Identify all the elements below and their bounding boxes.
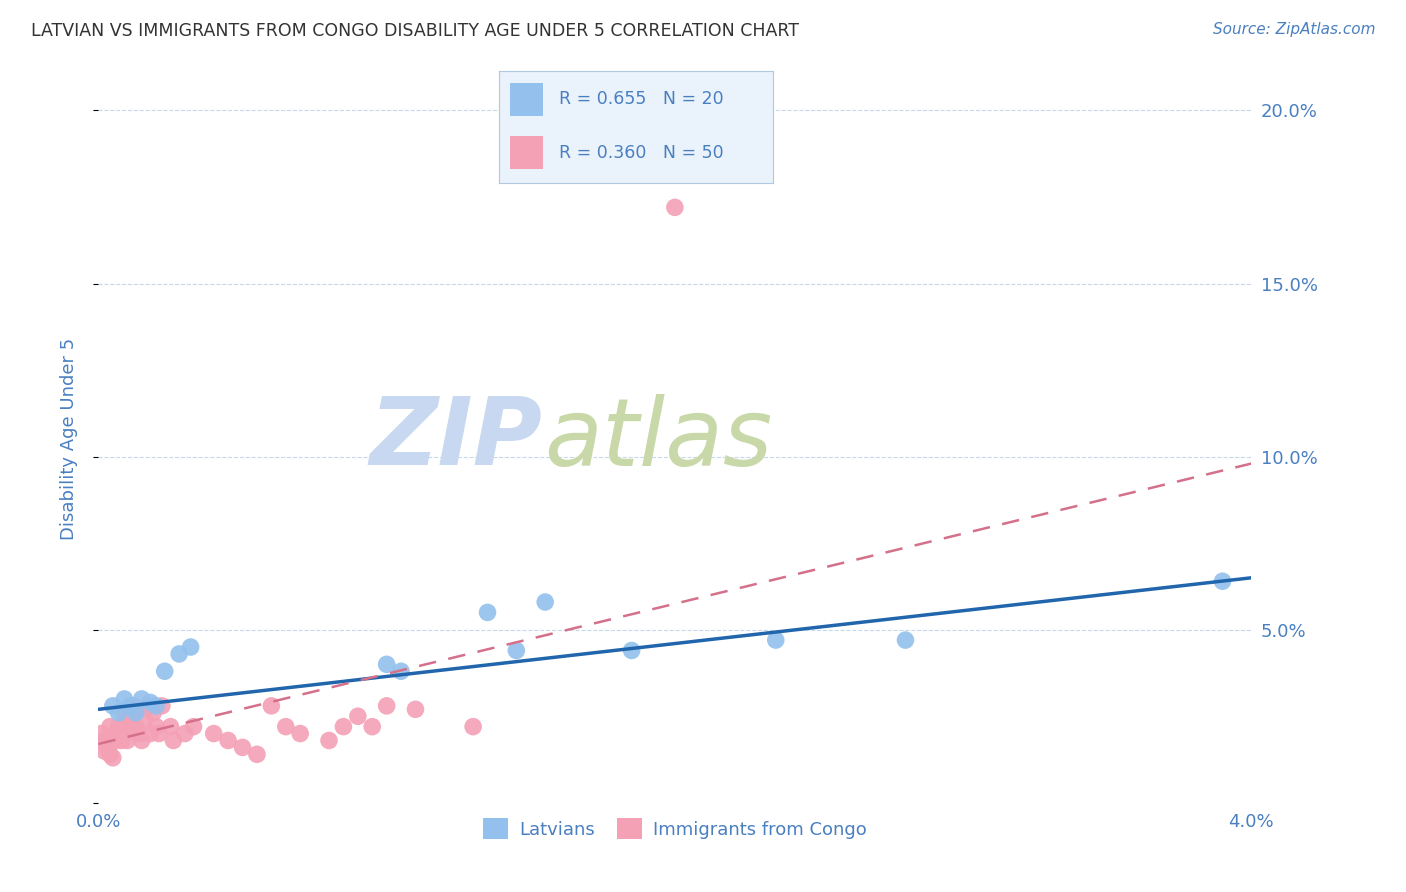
Point: [117, 720, 139, 734]
Point: [112, 726, 135, 740]
Point: [620, 643, 643, 657]
Point: [405, 702, 427, 716]
Text: R = 0.655   N = 20: R = 0.655 N = 20: [560, 90, 724, 108]
Point: [461, 720, 484, 734]
Point: [134, 713, 156, 727]
Point: [290, 726, 312, 740]
Point: [765, 633, 787, 648]
FancyBboxPatch shape: [510, 83, 543, 116]
Point: [477, 606, 499, 620]
Point: [361, 720, 384, 734]
Legend: Latvians, Immigrants from Congo: Latvians, Immigrants from Congo: [474, 809, 876, 848]
Text: ZIP: ZIP: [370, 393, 543, 485]
Point: [98, 720, 121, 734]
Point: [112, 709, 135, 723]
Point: [153, 665, 176, 679]
Point: [145, 720, 167, 734]
Point: [131, 692, 153, 706]
Text: R = 0.360   N = 50: R = 0.360 N = 50: [560, 144, 724, 161]
Point: [150, 698, 173, 713]
Point: [122, 706, 145, 720]
Point: [125, 706, 148, 720]
Point: [98, 747, 121, 762]
Point: [318, 733, 340, 747]
Point: [159, 720, 181, 734]
Point: [131, 733, 153, 747]
Point: [183, 720, 205, 734]
Point: [894, 633, 917, 648]
FancyBboxPatch shape: [510, 136, 543, 169]
Point: [231, 740, 254, 755]
Point: [101, 733, 124, 747]
Point: [110, 720, 132, 734]
Point: [1212, 574, 1234, 589]
Point: [332, 720, 354, 734]
Point: [128, 726, 150, 740]
Point: [136, 698, 159, 713]
Point: [125, 720, 148, 734]
Point: [107, 726, 129, 740]
Point: [346, 709, 368, 723]
Point: [180, 640, 202, 654]
Point: [90, 726, 112, 740]
Point: [104, 733, 127, 747]
Point: [96, 740, 118, 755]
Text: atlas: atlas: [544, 393, 773, 485]
Point: [107, 706, 129, 720]
Text: LATVIAN VS IMMIGRANTS FROM CONGO DISABILITY AGE UNDER 5 CORRELATION CHART: LATVIAN VS IMMIGRANTS FROM CONGO DISABIL…: [31, 22, 799, 40]
Point: [260, 698, 283, 713]
Point: [217, 733, 239, 747]
Point: [167, 647, 190, 661]
Point: [101, 751, 124, 765]
Y-axis label: Disability Age Under 5: Disability Age Under 5: [59, 338, 77, 541]
Point: [93, 744, 115, 758]
Point: [505, 643, 527, 657]
Point: [107, 720, 129, 734]
Point: [120, 713, 142, 727]
Point: [664, 200, 686, 214]
Point: [139, 695, 162, 709]
Point: [375, 698, 398, 713]
Point: [534, 595, 557, 609]
Point: [389, 665, 412, 679]
Point: [93, 733, 115, 747]
Point: [112, 692, 135, 706]
Point: [110, 733, 132, 747]
Point: [120, 698, 142, 713]
Point: [274, 720, 297, 734]
Point: [104, 726, 127, 740]
Point: [117, 733, 139, 747]
Point: [122, 698, 145, 713]
Point: [148, 726, 170, 740]
Point: [162, 733, 184, 747]
Point: [139, 726, 162, 740]
Point: [246, 747, 269, 762]
Point: [145, 698, 167, 713]
Point: [174, 726, 197, 740]
Point: [375, 657, 398, 672]
Point: [202, 726, 225, 740]
Text: Source: ZipAtlas.com: Source: ZipAtlas.com: [1212, 22, 1375, 37]
Point: [101, 698, 124, 713]
Point: [142, 706, 165, 720]
